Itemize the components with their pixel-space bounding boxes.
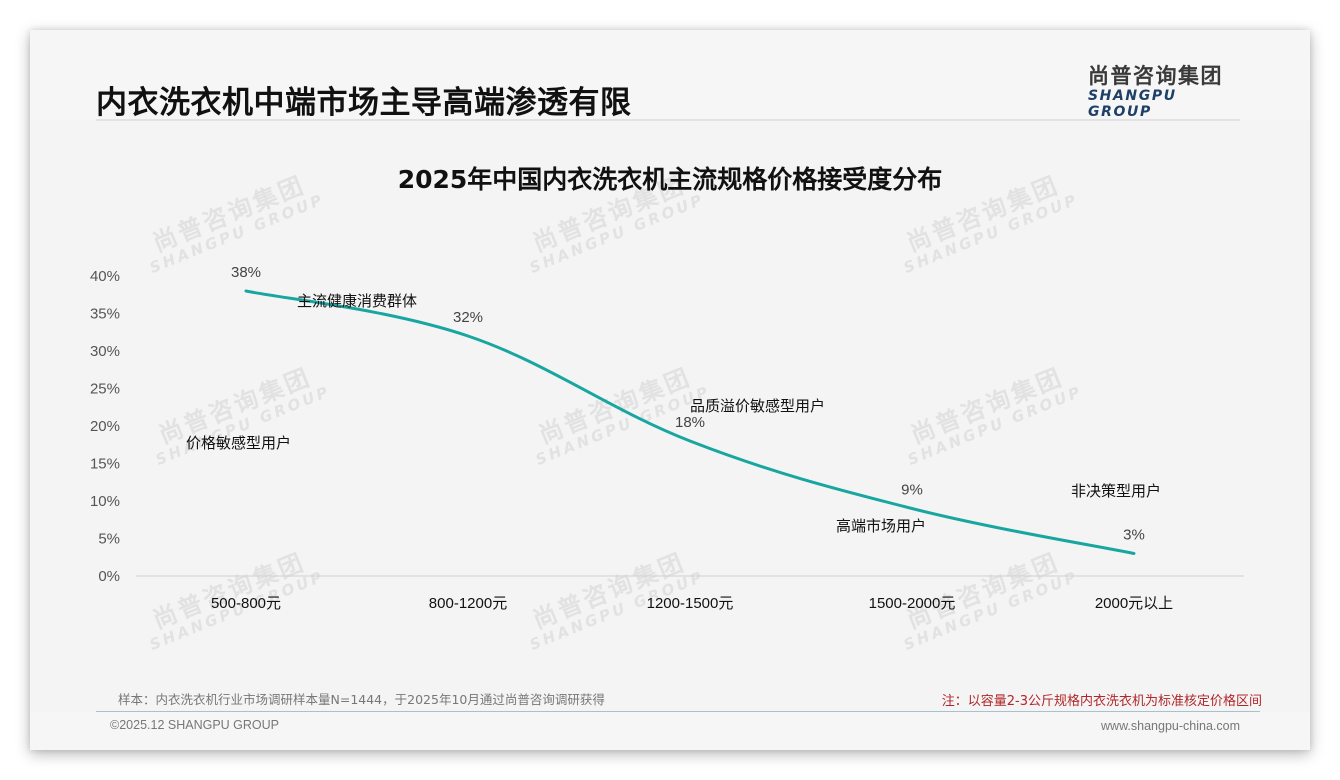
header-divider: [96, 119, 1240, 121]
annotations: 主流健康消费群体 价格敏感型用户 品质溢价敏感型用户 高端市场用户 非决策型用户: [186, 293, 1161, 535]
annotation-price-sensitive: 价格敏感型用户: [186, 435, 291, 452]
slide: 内衣洗衣机中端市场主导高端渗透有限 尚普咨询集团 SHANGPU GROUP 尚…: [30, 30, 1310, 750]
y-tick-label: 20%: [90, 418, 120, 435]
x-tick-label: 800-1200元: [429, 595, 507, 612]
logo-chinese-text: 尚普咨询集团: [1088, 64, 1223, 88]
y-tick-label: 35%: [90, 306, 120, 323]
y-tick-label: 10%: [90, 493, 120, 510]
data-point-label: 3%: [1123, 527, 1145, 544]
copyright: ©2025.12 SHANGPU GROUP: [110, 718, 279, 732]
x-tick-label: 1500-2000元: [869, 595, 956, 612]
annotation-high-end: 高端市场用户: [836, 518, 926, 535]
annotation-mainstream-health: 主流健康消费群体: [297, 293, 417, 310]
website-link[interactable]: www.shangpu-china.com: [1101, 719, 1240, 733]
y-axis: 0% 5% 10% 15% 20% 25% 30% 35% 40%: [90, 268, 120, 585]
footer-band: [30, 712, 1310, 750]
annotation-quality-premium: 品质溢价敏感型用户: [690, 398, 825, 415]
y-tick-label: 0%: [98, 568, 120, 585]
company-logo: 尚普咨询集团 SHANGPU GROUP: [1088, 64, 1240, 120]
chart-title: 2025年中国内衣洗衣机主流规格价格接受度分布: [397, 165, 943, 194]
x-axis: 500-800元 800-1200元 1200-1500元 1500-2000元 200…: [211, 595, 1173, 612]
page-title: 内衣洗衣机中端市场主导高端渗透有限: [96, 85, 632, 121]
series-line: [244, 289, 1136, 555]
y-tick-label: 40%: [90, 268, 120, 285]
footer-divider: [96, 711, 1260, 712]
data-point-label: 38%: [231, 264, 261, 281]
annotation-non-decision: 非决策型用户: [1071, 483, 1161, 500]
logo-english-text: SHANGPU GROUP: [1088, 88, 1177, 120]
y-tick-label: 30%: [90, 343, 120, 360]
header-band: [30, 30, 1310, 120]
x-tick-label: 2000元以上: [1095, 595, 1173, 612]
y-tick-label: 15%: [90, 456, 120, 473]
y-tick-label: 25%: [90, 381, 120, 398]
data-point-label: 9%: [901, 482, 923, 499]
sample-note: 样本：内衣洗衣机行业市场调研样本量N=1444，于2025年10月通过尚普咨询调…: [118, 692, 605, 707]
price-range-note: 注：以容量2-3公斤规格内衣洗衣机为标准核定价格区间: [941, 694, 1262, 709]
x-tick-label: 1200-1500元: [647, 595, 734, 612]
line-chart: 0% 5% 10% 15% 20% 25% 30% 35% 40% 500-800元 800-12…: [90, 264, 1244, 612]
y-tick-label: 5%: [98, 531, 120, 548]
data-point-label: 32%: [453, 309, 483, 326]
data-point-label: 18%: [675, 414, 705, 431]
data-labels: 38% 32% 18% 9% 3%: [231, 264, 1145, 544]
x-tick-label: 500-800元: [211, 595, 281, 612]
